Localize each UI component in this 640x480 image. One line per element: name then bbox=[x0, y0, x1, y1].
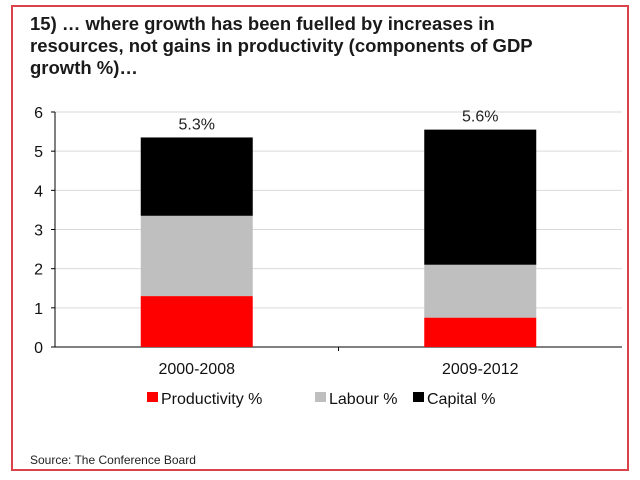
y-tick-label: 2 bbox=[34, 262, 43, 279]
bar-segment-capital bbox=[140, 137, 253, 216]
legend-label: Capital % bbox=[427, 391, 495, 408]
x-category-label: 2000-2008 bbox=[158, 361, 235, 378]
y-tick-label: 6 bbox=[34, 105, 43, 122]
chart-title: 15) … where growth has been fuelled by i… bbox=[30, 13, 533, 78]
y-tick-label: 5 bbox=[34, 144, 43, 161]
legend-label: Productivity % bbox=[161, 391, 262, 408]
legend-swatch bbox=[147, 392, 158, 402]
total-label: 5.6% bbox=[462, 109, 498, 126]
source-note: Source: The Conference Board bbox=[30, 453, 196, 467]
bar-segment-productivity bbox=[424, 317, 537, 347]
legend-swatch bbox=[413, 392, 424, 402]
total-label: 5.3% bbox=[179, 116, 215, 133]
bar-segment-capital bbox=[424, 129, 537, 265]
legend-swatch bbox=[315, 392, 326, 402]
y-tick-label: 1 bbox=[34, 301, 43, 318]
chart-frame bbox=[11, 5, 629, 471]
y-tick-label: 0 bbox=[34, 340, 43, 357]
y-tick-label: 3 bbox=[34, 223, 43, 240]
bar-segment-productivity bbox=[140, 296, 253, 347]
y-tick-label: 4 bbox=[34, 183, 43, 200]
legend-label: Labour % bbox=[329, 391, 398, 408]
x-category-label: 2009-2012 bbox=[442, 361, 519, 378]
bar-segment-labour bbox=[140, 215, 253, 297]
bar-segment-labour bbox=[424, 264, 537, 318]
